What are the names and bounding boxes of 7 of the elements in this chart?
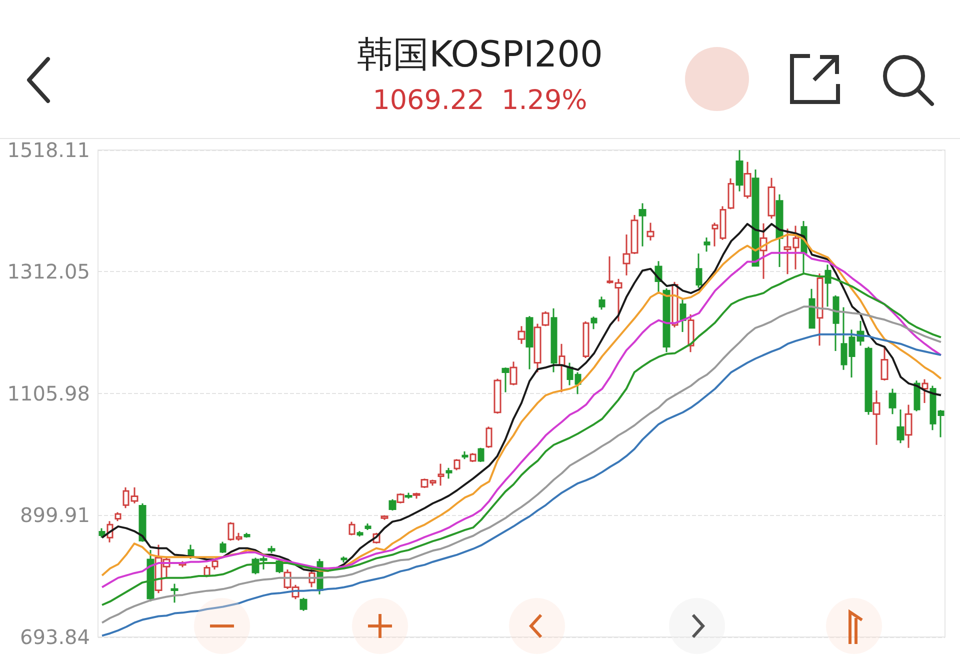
chart-title: 韩国KOSPI200: [357, 34, 603, 76]
chart-subtitle: 1069.22 1.29%: [372, 85, 588, 116]
y-tick-label: 693.84: [20, 625, 90, 649]
y-tick-label: 1105.98: [7, 381, 90, 406]
y-tick-label: 899.91: [20, 503, 90, 528]
y-tick-label: 1518.11: [7, 138, 90, 162]
y-tick-label: 1312.05: [7, 260, 90, 284]
